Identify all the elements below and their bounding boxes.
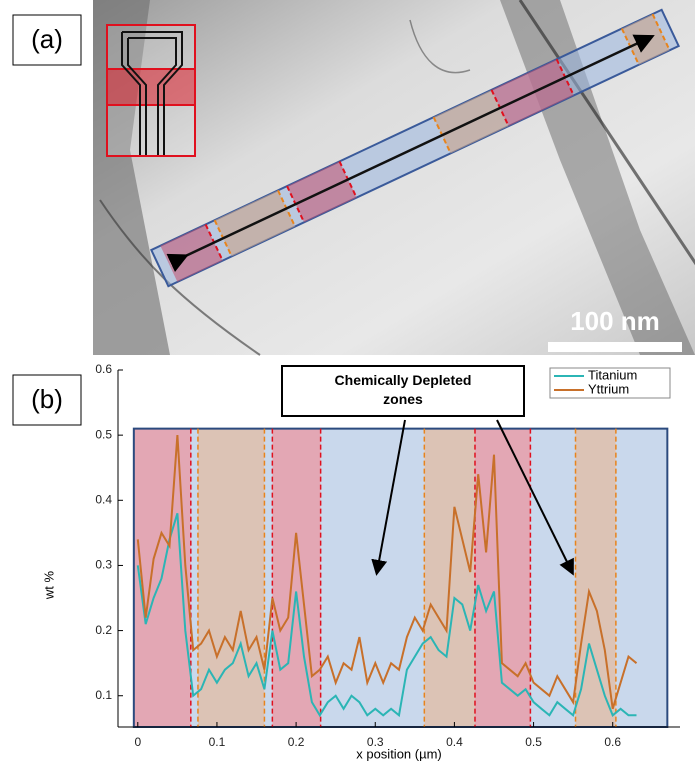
panel-label: (b) [31,384,63,414]
zone [190,428,198,727]
series-line [136,435,638,710]
scale-label: 100 nm [570,306,660,336]
x-tick-label: 0.1 [209,735,226,749]
zone [264,428,273,727]
zone [272,428,321,727]
y-axis-label: wt % [41,570,56,600]
x-tick-label: 0.2 [288,735,305,749]
y-tick-label: 0.1 [95,688,112,702]
y-tick-label: 0.4 [95,492,112,506]
plot: 0.1 0.2 0.3 0.4 0.5 0.6 0 0.1 0.2 0.3 0.4 0.5 0.6 Tit… [95,362,680,749]
y-tick-label: 0.2 [95,623,112,637]
zone [530,428,576,727]
zone [197,428,265,727]
x-tick-label: 0 [134,735,141,749]
x-tick-label: 0.6 [604,735,621,749]
annotation: Chemically Depleted zones [281,365,574,576]
y-tick-label: 0.6 [95,362,112,376]
zone [474,428,531,727]
scale-bar [548,342,682,352]
panel-b-box [12,374,82,426]
micrograph: (a) 100 nm [12,0,695,356]
panel-label: (a) [31,24,63,54]
x-tick-label: 0.3 [367,735,384,749]
x-tick-label: 0.4 [446,735,463,749]
x-axis-label: x position (µm) [356,746,442,761]
legend [549,367,671,399]
x-tick-label: 0.5 [525,735,542,749]
y-tick-label: 0.3 [95,558,112,572]
legend-label: Yttrium [588,381,629,396]
y-tick-label: 0.5 [95,427,112,441]
zone [615,428,668,727]
legend-label: Titanium [588,367,637,382]
annotation-text: Chemically Depleted zones [334,372,472,407]
series-line [136,513,637,718]
